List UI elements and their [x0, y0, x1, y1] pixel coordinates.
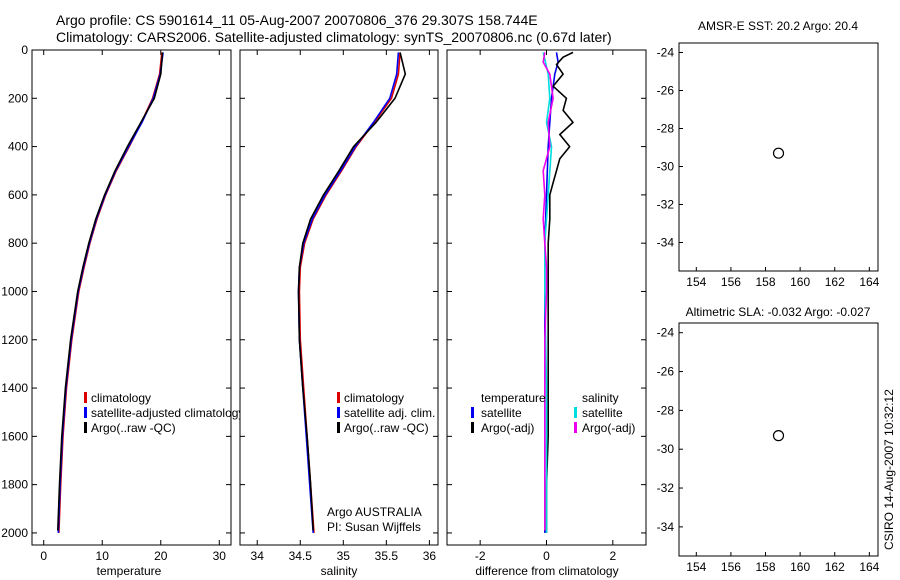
y-tick-label: 1200 — [1, 333, 28, 347]
header-line1: Argo profile: CS 5901614_11 05-Aug-2007 … — [56, 12, 538, 28]
y-tick-label: 2000 — [1, 526, 28, 540]
legend-sal-satellite: satellite — [582, 406, 623, 420]
y-tick-label: 200 — [8, 91, 28, 105]
map-x-tick-label: 162 — [825, 275, 845, 289]
map-x-tick-label: 158 — [756, 560, 776, 574]
y-tick-label: 0 — [21, 43, 28, 57]
legend-climatology: climatology — [344, 391, 404, 405]
x-tick-label: 10 — [96, 549, 110, 563]
y-tick-label: 1800 — [1, 478, 28, 492]
legend-satellite: satellite adj. clim. — [344, 406, 435, 420]
temperature-xlabel: temperature — [97, 564, 162, 578]
series-line — [545, 51, 574, 533]
legend-argo: Argo(..raw -QC) — [91, 421, 176, 435]
legend-temp-satellite: satellite — [481, 406, 522, 420]
difference-panel: -2 0 2 difference from climatology tempera… — [446, 49, 647, 578]
legend-swatch-temp-satellite — [471, 407, 474, 418]
map-y-tick-label: -34 — [657, 236, 675, 250]
salinity-legend: climatology satellite adj. clim. Argo(..… — [337, 391, 435, 435]
map-y-tick-label: -32 — [657, 198, 675, 212]
header-line2: Climatology: CARS2006. Satellite-adjuste… — [56, 29, 612, 45]
map-y-tick-label: -30 — [657, 160, 675, 174]
salinity-axes — [239, 49, 439, 546]
legend-swatch-argo — [84, 422, 87, 433]
legend-argo: Argo(..raw -QC) — [344, 421, 429, 435]
map-x-tick-label: 154 — [686, 275, 706, 289]
series-line — [542, 52, 554, 531]
map-y-tick-label: -26 — [657, 365, 675, 379]
map-y-tick-label: -26 — [657, 84, 675, 98]
y-tick-label: 1400 — [1, 381, 28, 395]
legend-swatch-satellite — [337, 407, 340, 418]
x-tick-label: 20 — [154, 549, 168, 563]
series-line — [542, 52, 553, 533]
x-tick-label: 0 — [40, 549, 47, 563]
legend-sal-argo: Argo(-adj) — [582, 421, 635, 435]
y-tick-label: 600 — [8, 188, 28, 202]
x-tick-label: 35 — [337, 549, 351, 563]
map-y-tick-label: -24 — [657, 46, 675, 60]
legend-swatch-climatology — [337, 392, 340, 403]
map-x-tick-label: 156 — [721, 275, 741, 289]
legend-swatch-sal-argo — [574, 422, 577, 433]
sla-map-frame — [678, 322, 879, 557]
legend-swatch-sal-satellite — [574, 407, 577, 418]
salinity-panel: 34 34.5 35 35.5 36 salinity climatology sate… — [239, 49, 439, 578]
sla-map-title: Altimetric SLA: -0.032 Argo: -0.027 — [686, 305, 871, 319]
legend-temperature-title: temperature — [481, 391, 546, 405]
credit-label: CSIRO 14-Aug-2007 10:32:12 — [882, 389, 896, 550]
x-tick-label: 0 — [543, 549, 550, 563]
x-tick-label: 34.5 — [289, 549, 313, 563]
temperature-panel: 0 10 20 30 0 200 400 600 800 1000 1200 1400 1600 1800… — [1, 43, 244, 578]
legend-swatch-climatology — [84, 392, 87, 403]
map-y-tick-label: -30 — [657, 442, 675, 456]
temperature-legend: climatology satellite-adjusted climatolo… — [84, 391, 244, 435]
x-tick-label: 30 — [213, 549, 227, 563]
legend-swatch-temp-argo — [471, 422, 474, 433]
legend-satellite: satellite-adjusted climatology — [91, 406, 244, 420]
map-x-tick-label: 162 — [825, 560, 845, 574]
sst-map: AMSR-E SST: 20.2 Argo: 20.4 154 156 158 160 — [657, 19, 880, 289]
map-y-tick-label: -28 — [657, 122, 675, 136]
difference-xlabel: difference from climatology — [475, 564, 618, 578]
y-tick-label: 1600 — [1, 429, 28, 443]
sst-map-title: AMSR-E SST: 20.2 Argo: 20.4 — [698, 19, 858, 33]
profile-location-marker — [772, 430, 785, 442]
map-y-tick-label: -28 — [657, 403, 675, 417]
legend-swatch-argo — [337, 422, 340, 433]
x-tick-label: -2 — [475, 549, 486, 563]
sst-map-frame — [678, 42, 879, 272]
map-y-tick-label: -34 — [657, 520, 675, 534]
map-x-tick-label: 154 — [686, 560, 706, 574]
map-x-tick-label: 164 — [859, 275, 879, 289]
difference-legend: temperature satellite Argo(-adj) salinit… — [471, 391, 635, 435]
y-tick-label: 1000 — [1, 284, 28, 298]
map-y-tick-label: -32 — [657, 481, 675, 495]
annotation-argo-australia: Argo AUSTRALIA — [327, 505, 422, 519]
series-line — [57, 52, 164, 531]
map-x-tick-label: 160 — [790, 275, 810, 289]
legend-climatology: climatology — [91, 391, 151, 405]
map-y-tick-label: -24 — [657, 326, 675, 340]
map-x-tick-label: 158 — [756, 275, 776, 289]
profile-location-marker — [772, 147, 785, 159]
x-tick-label: 35.5 — [375, 549, 399, 563]
x-tick-label: 36 — [423, 549, 437, 563]
annotation-pi: PI: Susan Wijffels — [327, 520, 421, 534]
x-tick-label: 2 — [609, 549, 616, 563]
legend-salinity-title: salinity — [582, 391, 619, 405]
map-x-tick-label: 156 — [721, 560, 741, 574]
map-x-tick-label: 164 — [859, 560, 879, 574]
y-tick-label: 400 — [8, 140, 28, 154]
legend-temp-argo: Argo(-adj) — [481, 421, 534, 435]
y-tick-label: 800 — [8, 236, 28, 250]
map-x-tick-label: 160 — [790, 560, 810, 574]
temperature-axes — [31, 49, 232, 546]
legend-swatch-satellite — [84, 407, 87, 418]
x-tick-label: 34 — [251, 549, 265, 563]
series-line — [297, 52, 407, 531]
sla-map: Altimetric SLA: -0.032 Argo: -0.027 154 1 — [657, 305, 880, 574]
salinity-xlabel: salinity — [321, 564, 358, 578]
